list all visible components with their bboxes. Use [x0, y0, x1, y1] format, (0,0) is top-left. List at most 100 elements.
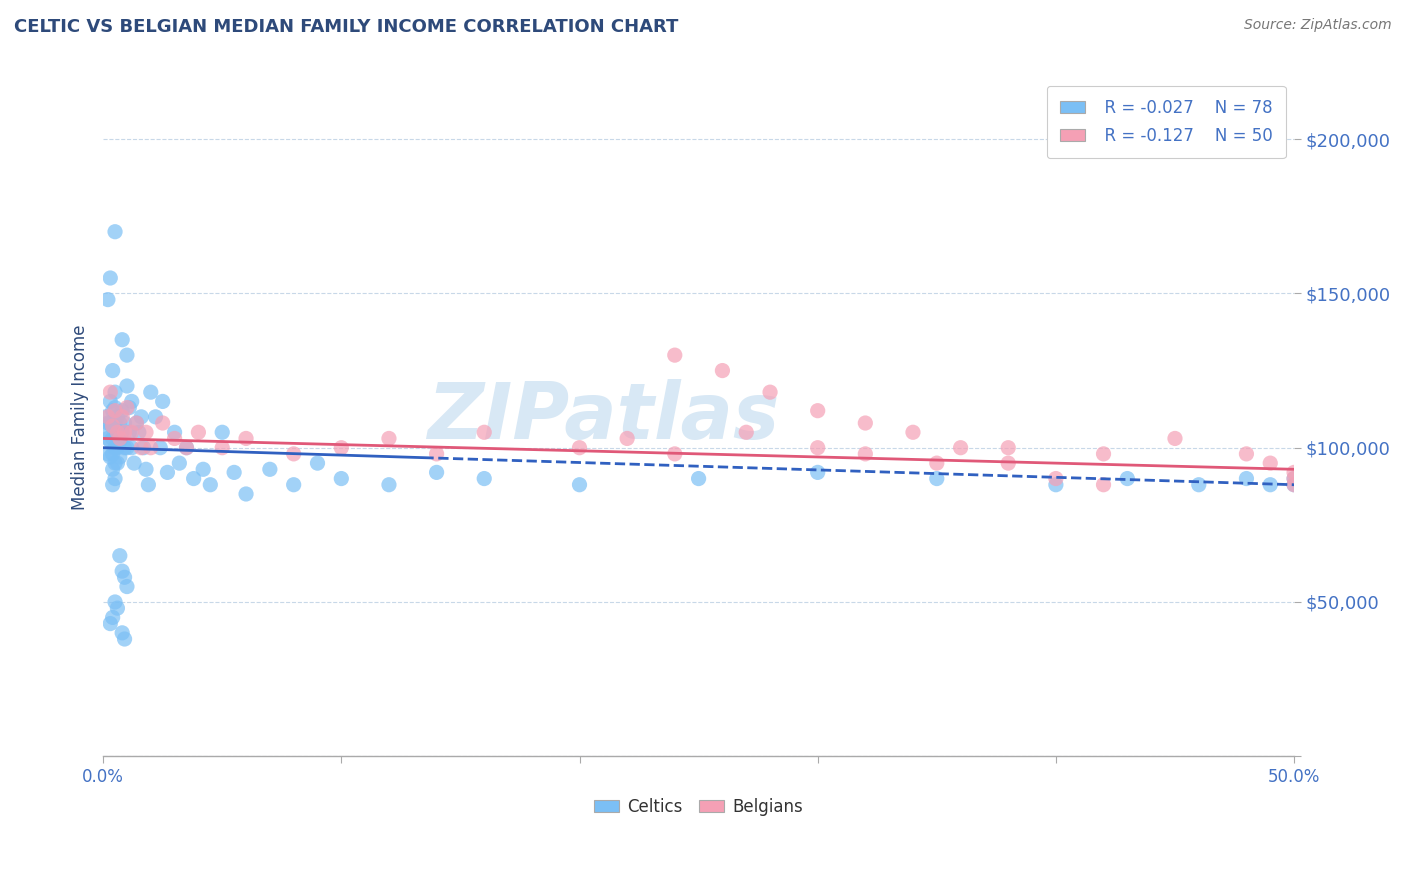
Point — [129, 409, 152, 424]
Point — [156, 466, 179, 480]
Point — [98, 416, 121, 430]
Point — [176, 441, 198, 455]
Point — [1258, 477, 1281, 491]
Point — [121, 394, 143, 409]
Point — [163, 425, 186, 440]
Point — [104, 401, 127, 415]
Point — [378, 432, 401, 446]
Point — [135, 425, 157, 440]
Point — [115, 441, 138, 455]
Y-axis label: Median Family Income: Median Family Income — [72, 324, 89, 509]
Point — [129, 441, 152, 455]
Point — [616, 432, 638, 446]
Point — [98, 394, 121, 409]
Point — [111, 333, 134, 347]
Point — [98, 385, 121, 400]
Point — [853, 416, 876, 430]
Point — [211, 425, 233, 440]
Point — [568, 441, 591, 455]
Point — [97, 293, 120, 307]
Point — [104, 472, 127, 486]
Point — [1045, 472, 1067, 486]
Point — [111, 625, 134, 640]
Point — [1236, 472, 1258, 486]
Point — [176, 441, 198, 455]
Point — [97, 409, 120, 424]
Point — [101, 403, 124, 417]
Point — [307, 456, 329, 470]
Point — [664, 348, 686, 362]
Point — [111, 425, 134, 440]
Point — [108, 549, 131, 563]
Point — [107, 409, 129, 424]
Point — [108, 416, 131, 430]
Point — [997, 441, 1019, 455]
Point — [426, 466, 449, 480]
Point — [807, 466, 830, 480]
Point — [235, 487, 257, 501]
Point — [108, 434, 131, 449]
Point — [149, 441, 172, 455]
Point — [853, 447, 876, 461]
Point — [759, 385, 782, 400]
Point — [807, 403, 830, 417]
Point — [259, 462, 281, 476]
Point — [114, 441, 136, 455]
Point — [108, 450, 131, 464]
Point — [94, 425, 117, 440]
Point — [111, 409, 134, 424]
Point — [925, 456, 948, 470]
Point — [107, 425, 129, 440]
Point — [1282, 472, 1305, 486]
Point — [1164, 432, 1187, 446]
Point — [101, 447, 124, 461]
Point — [169, 456, 191, 470]
Point — [104, 456, 127, 470]
Point — [128, 425, 150, 440]
Point — [925, 472, 948, 486]
Point — [104, 416, 127, 430]
Point — [211, 441, 233, 455]
Point — [132, 441, 155, 455]
Point — [1092, 477, 1115, 491]
Point — [807, 441, 830, 455]
Point — [139, 441, 162, 455]
Point — [135, 462, 157, 476]
Point — [711, 363, 734, 377]
Point — [901, 425, 924, 440]
Point — [101, 419, 124, 434]
Point — [183, 472, 205, 486]
Point — [187, 425, 209, 440]
Point — [114, 416, 136, 430]
Point — [193, 462, 215, 476]
Point — [1188, 477, 1211, 491]
Point — [98, 271, 121, 285]
Point — [283, 447, 305, 461]
Point — [224, 466, 246, 480]
Point — [121, 425, 143, 440]
Point — [101, 432, 124, 446]
Point — [472, 472, 495, 486]
Point — [101, 610, 124, 624]
Point — [101, 419, 124, 434]
Point — [94, 409, 117, 424]
Point — [107, 441, 129, 455]
Point — [111, 564, 134, 578]
Point — [235, 432, 257, 446]
Point — [1236, 447, 1258, 461]
Point — [125, 416, 148, 430]
Point — [115, 580, 138, 594]
Point — [1045, 477, 1067, 491]
Point — [138, 477, 160, 491]
Point — [114, 570, 136, 584]
Text: CELTIC VS BELGIAN MEDIAN FAMILY INCOME CORRELATION CHART: CELTIC VS BELGIAN MEDIAN FAMILY INCOME C… — [14, 18, 679, 36]
Point — [97, 432, 120, 446]
Text: ZIPatlas: ZIPatlas — [427, 379, 779, 455]
Point — [1282, 472, 1305, 486]
Point — [1282, 477, 1305, 491]
Point — [97, 416, 120, 430]
Point — [145, 409, 167, 424]
Point — [949, 441, 972, 455]
Point — [1258, 456, 1281, 470]
Point — [1092, 447, 1115, 461]
